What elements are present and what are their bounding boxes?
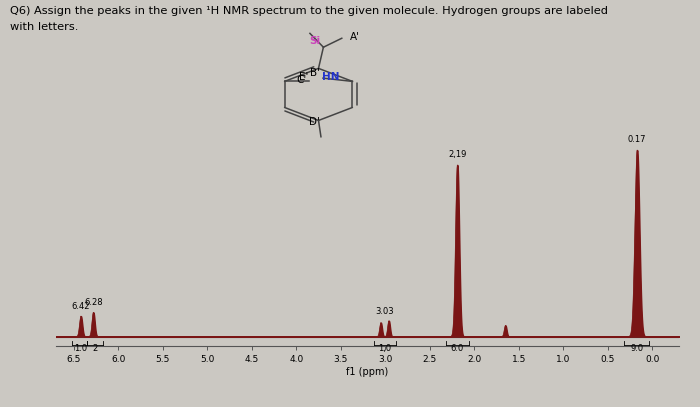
Text: E': E' [299,72,308,82]
Text: 1,0: 1,0 [378,344,391,353]
Text: 2: 2 [92,344,98,353]
Text: 1.0: 1.0 [74,344,88,353]
Text: Si: Si [309,36,321,46]
Text: 3.03: 3.03 [375,307,393,316]
Text: Q6) Assign the peaks in the given ¹H NMR spectrum to the given molecule. Hydroge: Q6) Assign the peaks in the given ¹H NMR… [10,6,608,16]
X-axis label: f1 (ppm): f1 (ppm) [346,367,389,377]
Text: with letters.: with letters. [10,22,79,33]
Text: A': A' [351,32,360,42]
Text: 2,19: 2,19 [448,151,467,160]
Text: 9.0: 9.0 [631,344,644,353]
Text: 6.42: 6.42 [71,302,90,311]
Text: D': D' [309,117,320,127]
Text: C': C' [297,75,307,85]
Text: 6.0: 6.0 [451,344,464,353]
Text: 0.17: 0.17 [628,136,646,144]
Text: HN: HN [322,72,340,82]
Text: B': B' [310,68,320,78]
Text: 6.28: 6.28 [84,298,103,307]
